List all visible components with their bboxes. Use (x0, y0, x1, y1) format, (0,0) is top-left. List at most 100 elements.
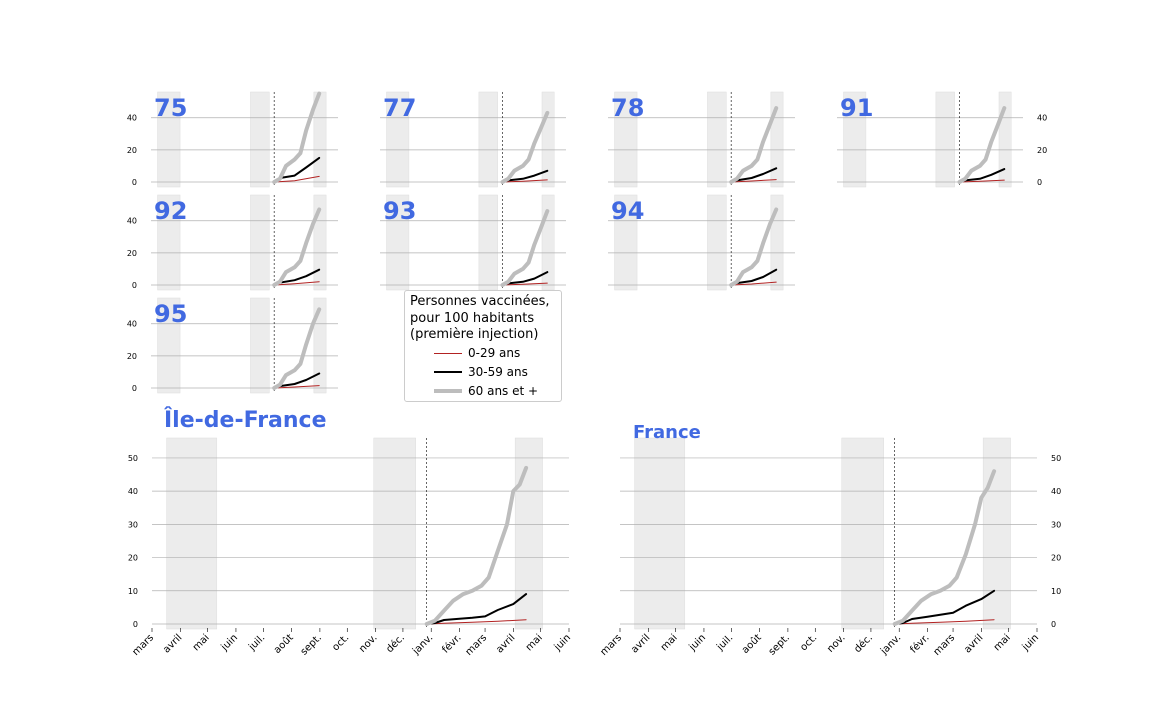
panel-78-title: 78 (611, 94, 644, 122)
panel-france-xtick-label-4: juil. (714, 632, 735, 653)
panel-91-series-0-29-ans (959, 179, 1005, 183)
panel-91-ytick-label-40: 40 (1037, 114, 1047, 123)
chart-legend: Personnes vaccinées, pour 100 habitants … (404, 290, 562, 402)
panel-france-ytick-label-40: 40 (1051, 487, 1061, 496)
panel-77-series-60-ans-et- (500, 110, 550, 184)
panel-94-title: 94 (611, 197, 644, 225)
panel-78: 78 (608, 91, 795, 188)
panel-92-ytick-label-0: 0 (132, 281, 137, 290)
panel-ile-de-france-ytick-label-50: 50 (128, 454, 138, 463)
panel-france-xtick-label-7: oct. (798, 632, 819, 653)
panel-94-shaded-period-2 (707, 194, 727, 291)
panel-78-series-0-29-ans (730, 179, 777, 183)
panel-france-shaded-period-1 (634, 437, 686, 630)
panel-91: 0 20 40 91 (837, 91, 1047, 188)
panel-75-title: 75 (154, 94, 187, 122)
panel-92-shaded-period-1 (157, 194, 181, 291)
panel-france-xtick-label-9: déc. (852, 632, 875, 655)
panel-75-series-60-ans-et- (272, 91, 322, 184)
panel-france-xtick-label-10: janv. (878, 632, 903, 657)
panel-ile-de-france-ytick-label-40: 40 (128, 487, 138, 496)
panel-75-ytick-label-20: 20 (127, 146, 137, 155)
legend-label-0-29: 0-29 ans (468, 345, 521, 360)
panel-92-series-60-ans-et- (272, 207, 322, 287)
panel-94-series-60-ans-et- (729, 207, 779, 287)
panel-93-shaded-period-1 (386, 194, 410, 291)
panel-92: 0 20 40 92 (127, 194, 338, 291)
panel-92-ytick-label-20: 20 (127, 249, 137, 258)
panel-92-series-0-29-ans (273, 281, 320, 286)
panel-ile-de-france-title: Île-de-France (164, 407, 327, 433)
legend-entry-30-59: 30-59 ans (410, 363, 556, 382)
panel-77-shaded-period-2 (478, 91, 498, 188)
panel-95-shaded-period-2 (250, 297, 270, 394)
panel-78-shaded-period-3 (770, 91, 784, 188)
panel-france-xtick-label-5: août (739, 632, 763, 656)
panel-france-xtick-label-3: juin (687, 632, 708, 653)
panel-93: 93 (380, 194, 566, 291)
panel-france-ytick-label-10: 10 (1051, 587, 1061, 596)
panel-95-ytick-label-20: 20 (127, 352, 137, 361)
panel-ile-de-france-ytick-label-10: 10 (128, 587, 138, 596)
panel-78-shaded-period-2 (707, 91, 727, 188)
panel-75-shaded-period-2 (250, 91, 270, 188)
panel-ile-de-france-shaded-period-2 (373, 437, 416, 630)
panel-france-ytick-label-30: 30 (1051, 520, 1061, 529)
panel-france-xtick-label-14: mai (992, 632, 1013, 653)
panel-ile-de-france-xtick-label-6: sept. (299, 632, 324, 657)
panel-92-shaded-period-2 (250, 194, 270, 291)
panel-ile-de-france-xtick-label-8: nov. (357, 632, 379, 654)
panel-france-xtick-label-15: juin (1020, 632, 1041, 653)
panel-91-title: 91 (840, 94, 873, 122)
panel-ile-de-france-xtick-label-0: mars (131, 632, 157, 658)
panel-france-series-0-29-ans (894, 619, 995, 625)
panel-95-shaded-period-3 (313, 297, 327, 394)
panel-95-ytick-label-40: 40 (127, 320, 137, 329)
panel-95-series-60-ans-et- (272, 307, 322, 390)
panel-75-ytick-label-0: 0 (132, 178, 137, 187)
panel-france-xtick-label-1: avril (629, 632, 652, 655)
panel-91-shaded-period-3 (998, 91, 1012, 188)
panel-ile-de-france-xtick-label-5: août (271, 632, 295, 656)
panel-ile-de-france-series-60-ans-et- (424, 465, 529, 626)
panel-france-xtick-label-13: avril (962, 632, 985, 655)
panel-78-shaded-period-1 (614, 91, 638, 188)
panel-93-series-0-29-ans (502, 282, 548, 286)
legend-label-60-plus: 60 ans et + (468, 383, 539, 398)
panel-75-shaded-period-1 (157, 91, 181, 188)
panel-91-ytick-label-0: 0 (1037, 178, 1042, 187)
panel-france-xtick-label-6: sept. (767, 632, 792, 657)
panel-ile-de-france-xtick-label-1: avril (161, 632, 184, 655)
legend-swatch-0-29 (434, 352, 462, 354)
panel-france-ytick-label-50: 50 (1051, 454, 1061, 463)
panel-95-ytick-label-0: 0 (132, 384, 137, 393)
panel-france-xtick-label-11: févr. (908, 632, 932, 656)
panel-ile-de-france-xtick-label-4: juil. (246, 632, 267, 653)
panel-75-ytick-label-40: 40 (127, 114, 137, 123)
panel-ile-de-france-xtick-label-11: févr. (440, 632, 464, 656)
panel-95-title: 95 (154, 300, 187, 328)
panel-ile-de-france-xtick-label-14: mai (524, 632, 545, 653)
panel-ile-de-france-xtick-label-15: juin (552, 632, 573, 653)
panel-91-shaded-period-1 (843, 91, 867, 188)
panel-92-ytick-label-40: 40 (127, 217, 137, 226)
panel-ile-de-france-ytick-label-20: 20 (128, 554, 138, 563)
panel-93-shaded-period-2 (478, 194, 498, 291)
panel-france-series-30-59-ans (893, 589, 996, 625)
panel-ile-de-france-ytick-label-0: 0 (133, 620, 138, 629)
panel-ile-de-france-shaded-period-3 (514, 437, 543, 630)
panel-78-series-60-ans-et- (729, 106, 779, 184)
panel-ile-de-france-xtick-label-7: oct. (330, 632, 351, 653)
legend-entry-0-29: 0-29 ans (410, 344, 556, 363)
panel-ile-de-france-xtick-label-3: juin (219, 632, 240, 653)
panel-france-shaded-period-3 (982, 437, 1011, 630)
panel-france-series-60-ans-et- (892, 469, 997, 626)
panel-france-ytick-label-0: 0 (1051, 620, 1056, 629)
panel-95-shaded-period-1 (157, 297, 181, 394)
panel-91-shaded-period-2 (935, 91, 955, 188)
panel-ile-de-france-shaded-period-1 (166, 437, 218, 630)
panel-93-shaded-period-3 (541, 194, 555, 291)
